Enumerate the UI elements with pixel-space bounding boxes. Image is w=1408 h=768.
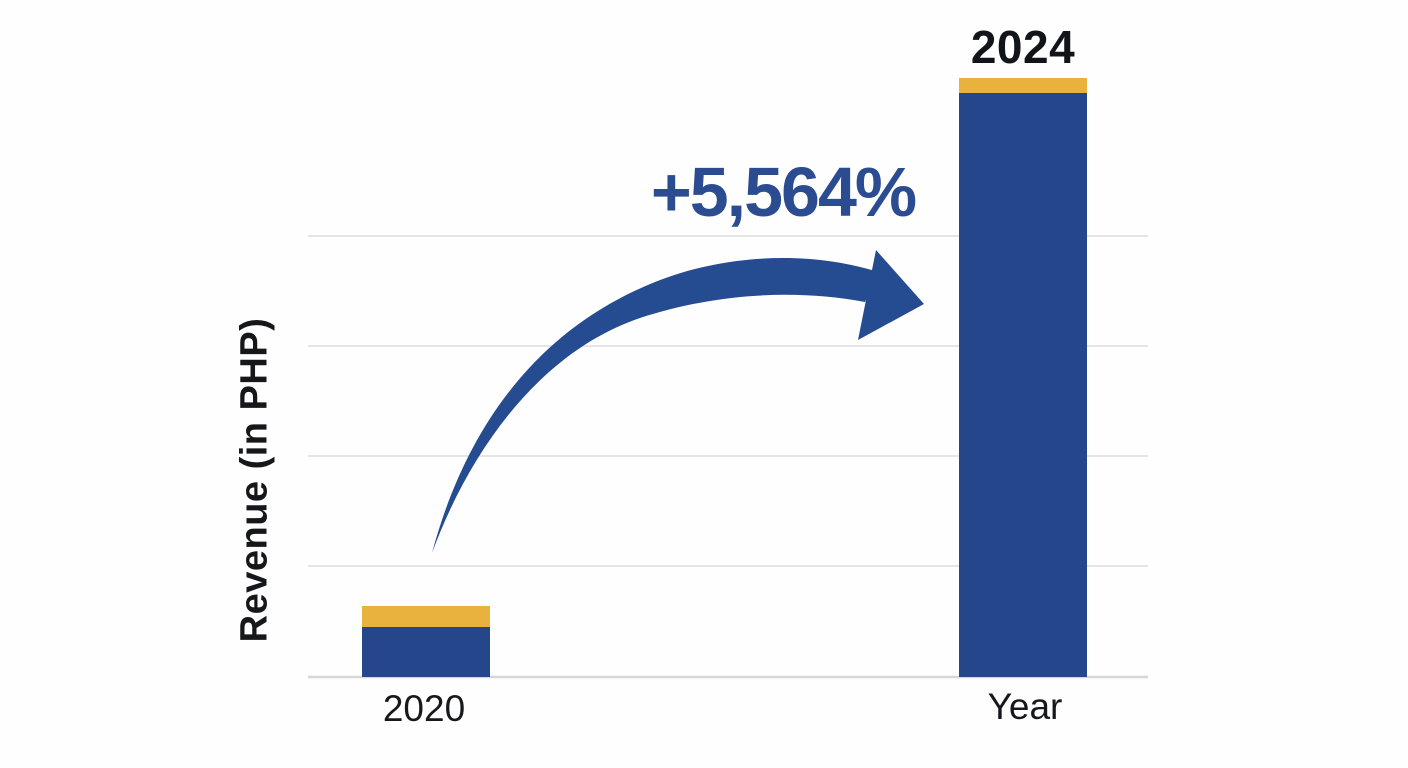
bar-2020-blue-segment — [362, 627, 490, 677]
growth-arrow — [432, 250, 924, 553]
growth-arrow-swoosh — [432, 258, 878, 553]
bar-2020 — [362, 606, 490, 677]
x-tick-label-2020: 2020 — [382, 688, 466, 729]
bar-2024-blue-segment — [959, 93, 1087, 677]
growth-arrow-head-icon — [858, 250, 924, 340]
bar-2020-yellow-cap — [362, 606, 490, 627]
growth-percentage-annotation: +5,564% — [650, 153, 917, 231]
bar-2024-yellow-cap — [959, 78, 1087, 93]
bar-2024-top-label: 2024 — [970, 21, 1076, 73]
x-tick-label-year: Year — [987, 686, 1063, 727]
bar-2024 — [959, 78, 1087, 677]
y-axis-label: Revenue (in PHP) — [233, 317, 276, 643]
